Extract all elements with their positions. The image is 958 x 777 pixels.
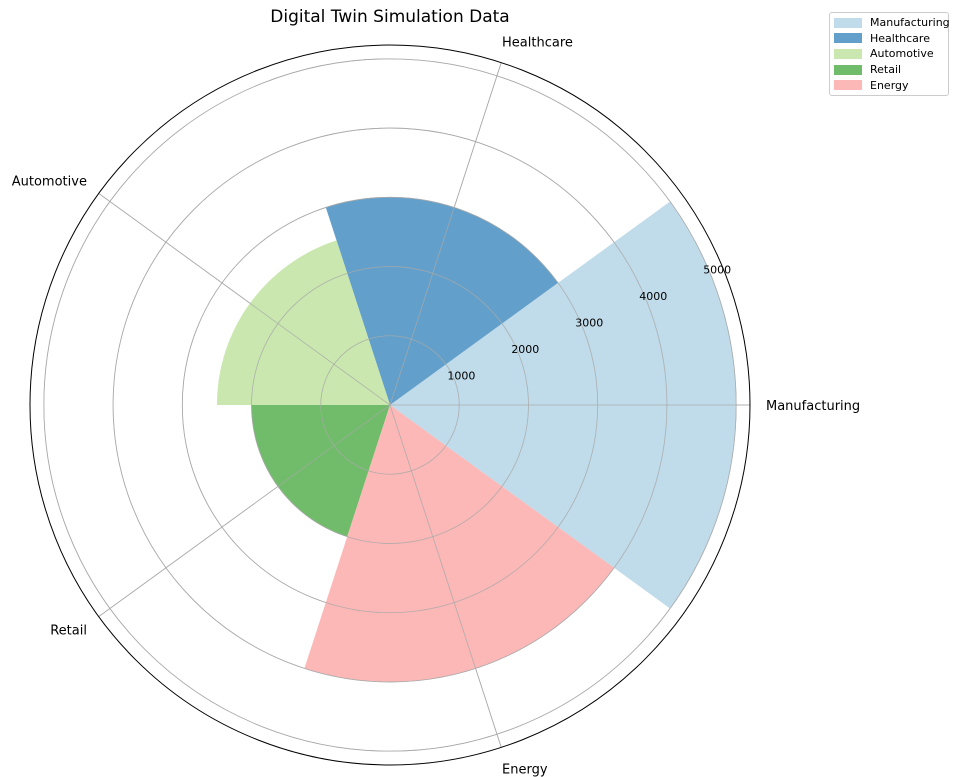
legend-label: Healthcare xyxy=(870,31,930,45)
radial-tick-label: 5000 xyxy=(703,263,731,276)
polar-frame xyxy=(29,44,751,766)
legend-item-healthcare: Healthcare xyxy=(834,31,944,47)
legend-swatch xyxy=(834,17,862,28)
legend-swatch xyxy=(834,80,862,91)
legend-swatch xyxy=(834,64,862,75)
radial-tick-label: 3000 xyxy=(575,316,603,329)
category-labels: Manufacturing Healthcare Automotive Retail E… xyxy=(12,36,860,777)
legend-swatch xyxy=(834,48,862,59)
category-label-manufacturing: Manufacturing xyxy=(766,399,860,414)
radial-tick-label: 4000 xyxy=(639,290,667,303)
radial-tick-label: 2000 xyxy=(511,343,539,356)
bar-automotive xyxy=(216,240,390,405)
category-label-automotive: Automotive xyxy=(12,174,87,189)
gridline-overlay xyxy=(43,58,750,752)
radial-tick-labels: 1000 2000 3000 4000 5000 xyxy=(447,263,731,382)
legend-item-retail: Retail xyxy=(834,62,944,78)
bar-healthcare xyxy=(325,197,559,405)
chart-title: Digital Twin Simulation Data xyxy=(270,7,509,27)
bar-series xyxy=(216,197,737,682)
legend-label: Automotive xyxy=(870,47,934,61)
gridline-overlay-spoke xyxy=(98,193,391,406)
bar-retail xyxy=(251,405,390,537)
legend-swatch xyxy=(834,33,862,44)
category-label-retail: Retail xyxy=(50,624,87,639)
legend-item-energy: Energy xyxy=(834,77,944,93)
category-label-energy: Energy xyxy=(502,762,548,777)
gridline-overlay-spoke xyxy=(98,404,391,617)
legend-label: Energy xyxy=(870,78,909,92)
gridline-overlay-spoke xyxy=(389,62,502,406)
legend-item-manufacturing: Manufacturing xyxy=(834,15,950,31)
legend-label: Retail xyxy=(870,63,902,77)
legend: Manufacturing Healthcare Automotive Retail E… xyxy=(829,12,950,96)
gridline-overlay-spoke xyxy=(389,404,502,748)
legend-item-automotive: Automotive xyxy=(834,46,944,62)
category-label-healthcare: Healthcare xyxy=(502,36,573,51)
legend-label: Manufacturing xyxy=(870,16,950,30)
radial-tick-label: 1000 xyxy=(447,369,475,382)
